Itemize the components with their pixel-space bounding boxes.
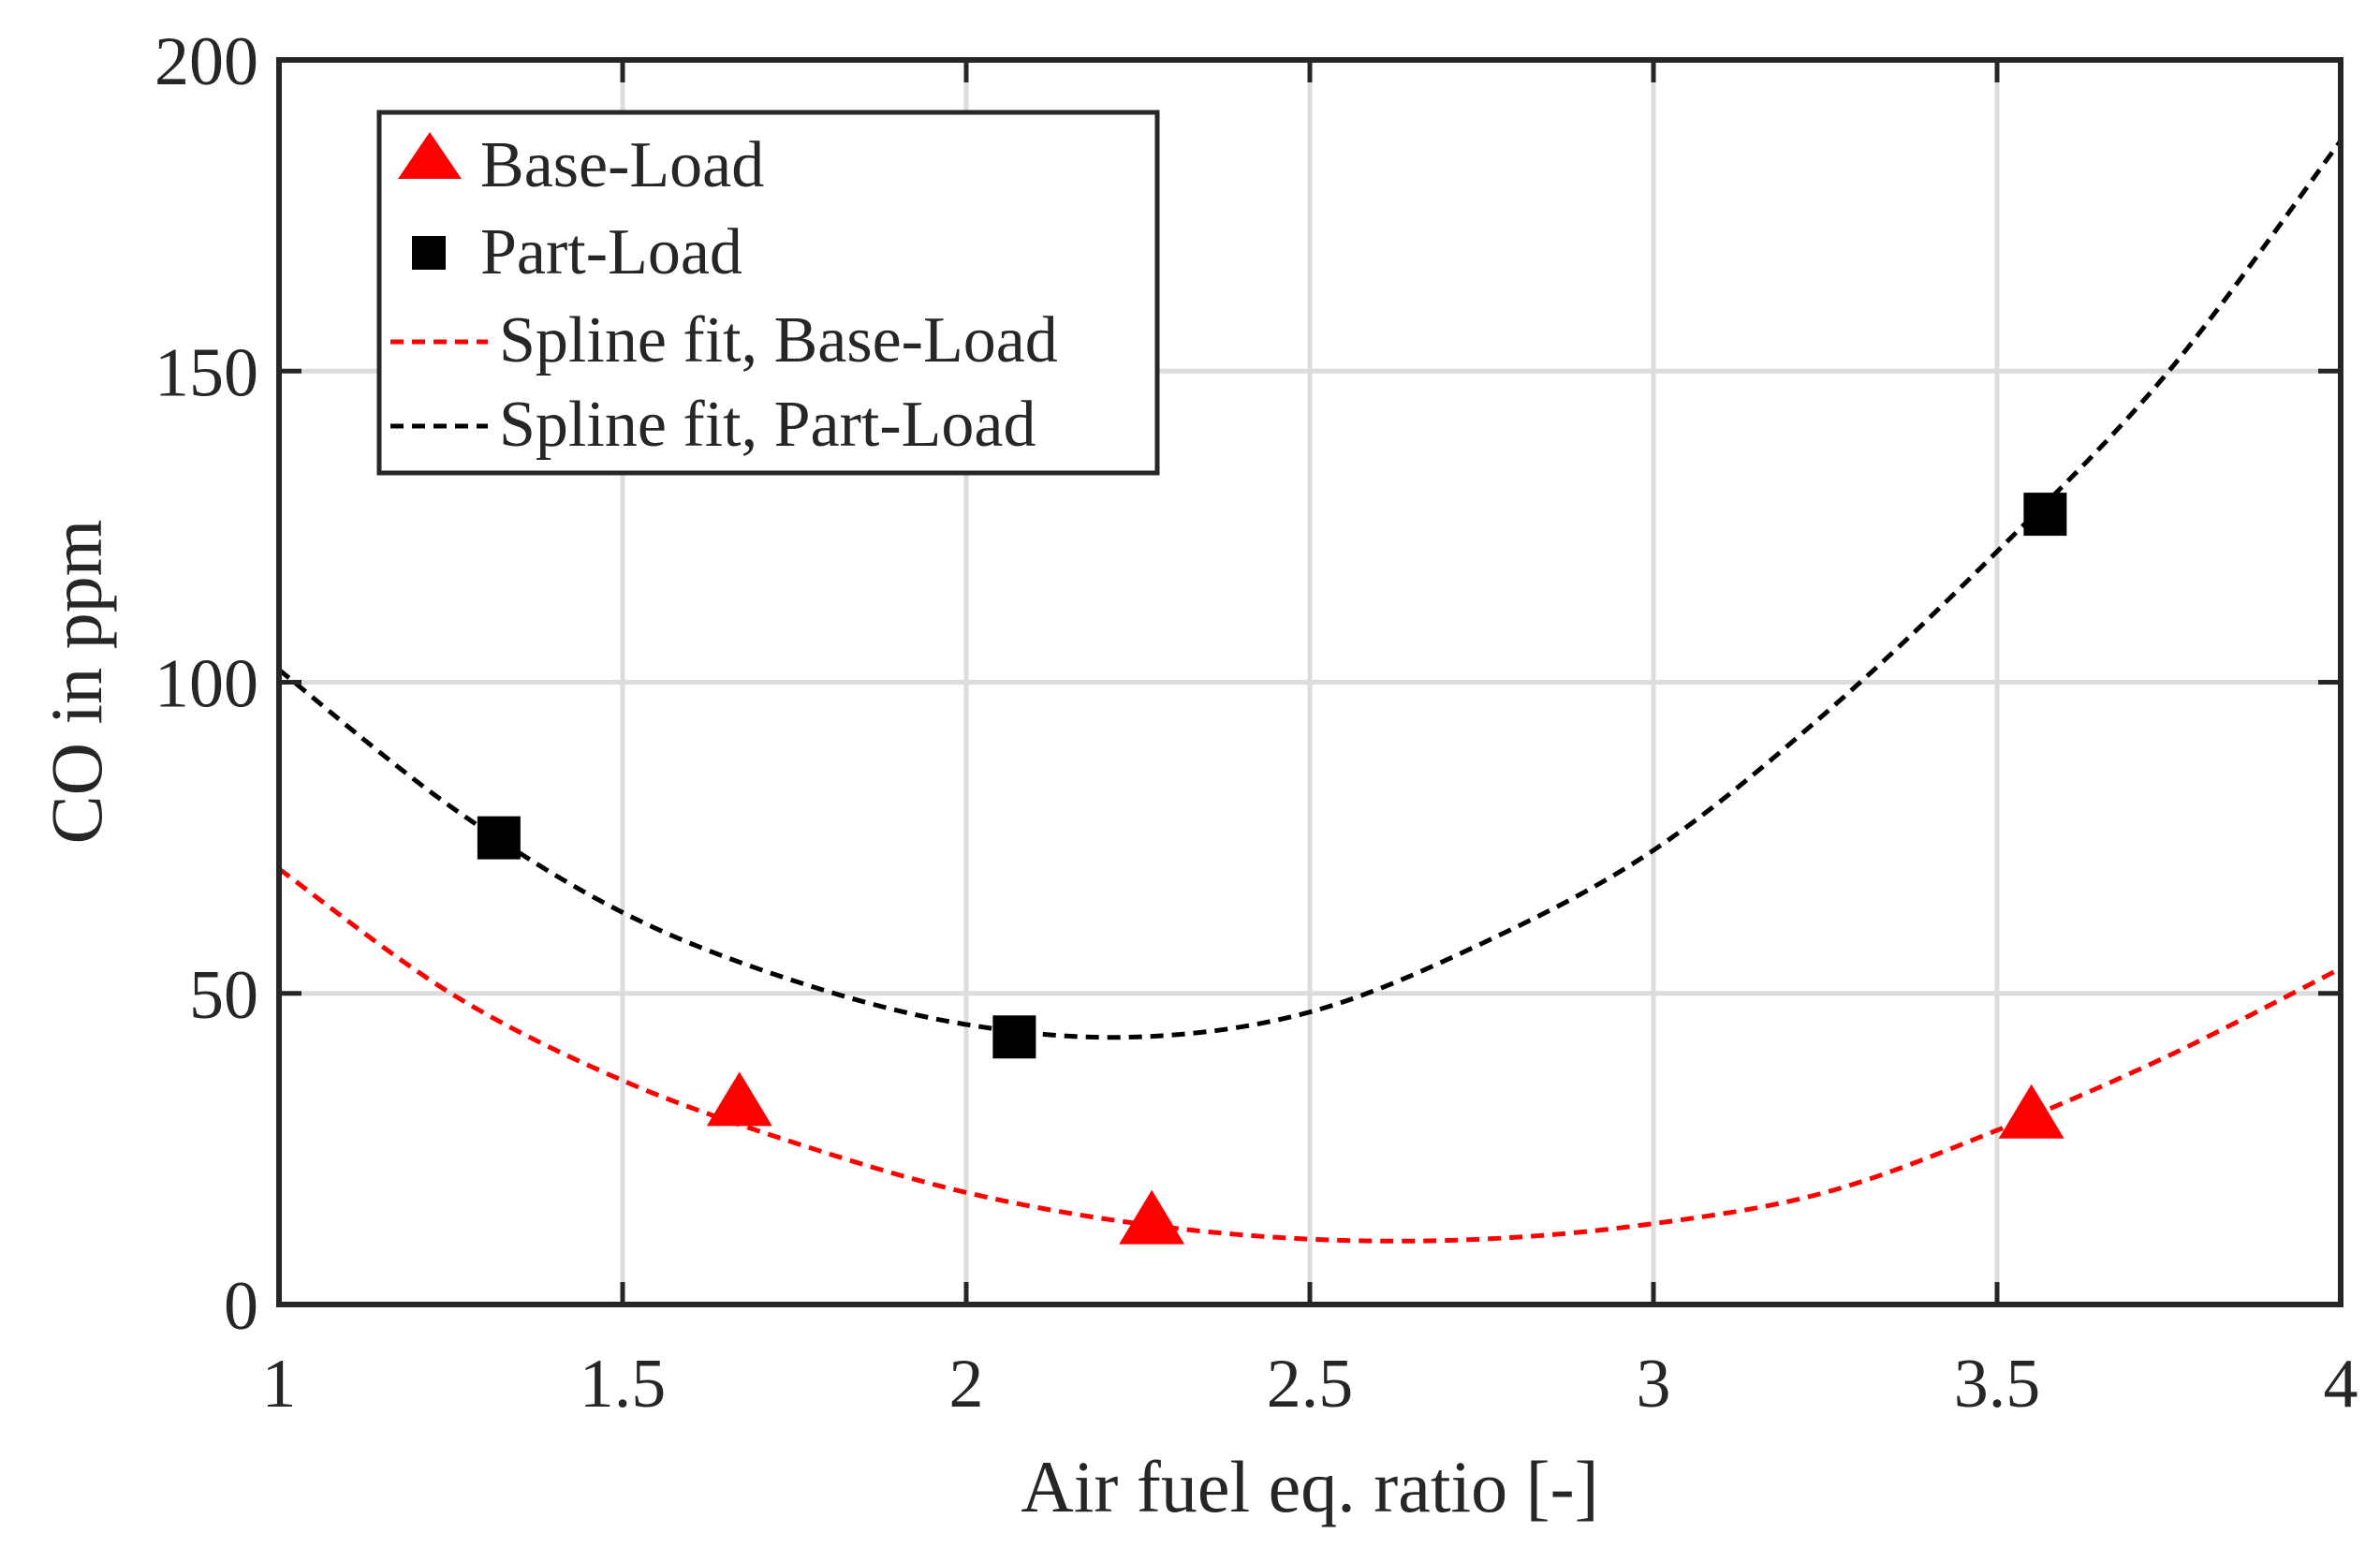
legend: Base-Load Part-Load Spline fit, Base-Loa… xyxy=(376,110,1160,476)
y-tick-label: 50 xyxy=(189,957,258,1034)
base-load-point xyxy=(1119,1189,1185,1245)
base-load-point xyxy=(706,1071,772,1127)
part-load-point xyxy=(992,1015,1036,1059)
x-tick-label: 1 xyxy=(262,1346,297,1423)
y-tick-label: 100 xyxy=(154,646,258,723)
x-tick-label: 2.5 xyxy=(1267,1346,1354,1423)
plot-markers xyxy=(477,493,2067,1245)
part-load-point xyxy=(2023,493,2067,537)
base-load-point xyxy=(1998,1084,2064,1139)
legend-box xyxy=(376,110,1160,476)
x-axis-label: Air fuel eq. ratio [-] xyxy=(1021,1446,1598,1527)
x-tick-label: 1.5 xyxy=(580,1346,667,1423)
x-tick-label: 4 xyxy=(2324,1346,2358,1423)
legend-square-marker-icon xyxy=(412,236,446,270)
spline-fit-base-load-line xyxy=(277,866,2343,1244)
legend-triangle-marker-icon xyxy=(398,132,462,179)
x-tick-label: 2 xyxy=(949,1346,984,1423)
y-tick-label: 0 xyxy=(224,1268,258,1345)
y-tick-label: 150 xyxy=(154,334,258,411)
legend-label-spline-part: Spline fit, Part-Load xyxy=(499,389,1036,461)
legend-label-spline-base: Spline fit, Base-Load xyxy=(499,304,1058,376)
part-load-point xyxy=(477,816,521,860)
x-tick-label: 3 xyxy=(1637,1346,1671,1423)
x-tick-label: 3.5 xyxy=(1954,1346,2041,1423)
tick-labels: 1 1.5 2 2.5 3 3.5 4 0 50 100 150 200 xyxy=(154,23,2358,1423)
legend-label-part-load: Part-Load xyxy=(480,216,742,288)
axis-ticks xyxy=(276,57,2343,1307)
y-tick-label: 200 xyxy=(154,23,258,100)
legend-label-base-load: Base-Load xyxy=(480,129,764,201)
y-axis-label: CO in ppm xyxy=(36,520,117,845)
